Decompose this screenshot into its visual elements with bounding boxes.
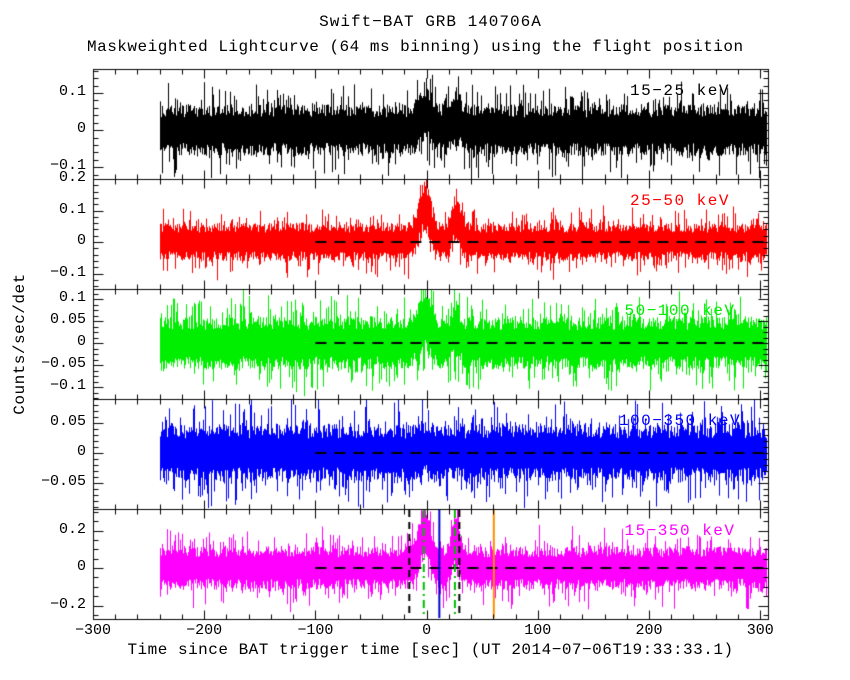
y-tick-label: 0.2 (58, 520, 86, 538)
y-tick-label: 0.05 (49, 311, 86, 329)
y-tick-label: 0 (76, 232, 86, 250)
y-tick-label: 0.1 (58, 83, 86, 101)
y-tick-label: 0.1 (58, 200, 86, 218)
y-tick-label: −0.1 (49, 377, 86, 395)
y-tick-label: −0.1 (49, 157, 86, 175)
x-tick-label: −300 (74, 622, 112, 639)
x-tick-label: 100 (524, 622, 552, 639)
y-tick-label: −0.1 (49, 263, 86, 281)
y-tick-label: 0 (76, 120, 86, 138)
y-tick-label: −0.2 (49, 595, 86, 613)
y-tick-label: −0.05 (40, 355, 86, 373)
x-tick-label: 300 (746, 622, 774, 639)
y-tick-label: 0.05 (49, 413, 86, 430)
y-tick-label: 0 (76, 558, 86, 576)
x-tick-label: −200 (186, 622, 223, 639)
x-tick-label: 200 (635, 622, 663, 639)
y-tick-label: −0.05 (40, 473, 86, 490)
y-tick-label: 0 (76, 443, 86, 460)
y-tick-label: 0.1 (58, 289, 86, 307)
y-tick-label: 0 (76, 333, 86, 351)
x-tick-label: −100 (297, 622, 334, 639)
x-tick-label: 0 (422, 622, 432, 639)
y-tick-label: 0.2 (58, 169, 86, 186)
